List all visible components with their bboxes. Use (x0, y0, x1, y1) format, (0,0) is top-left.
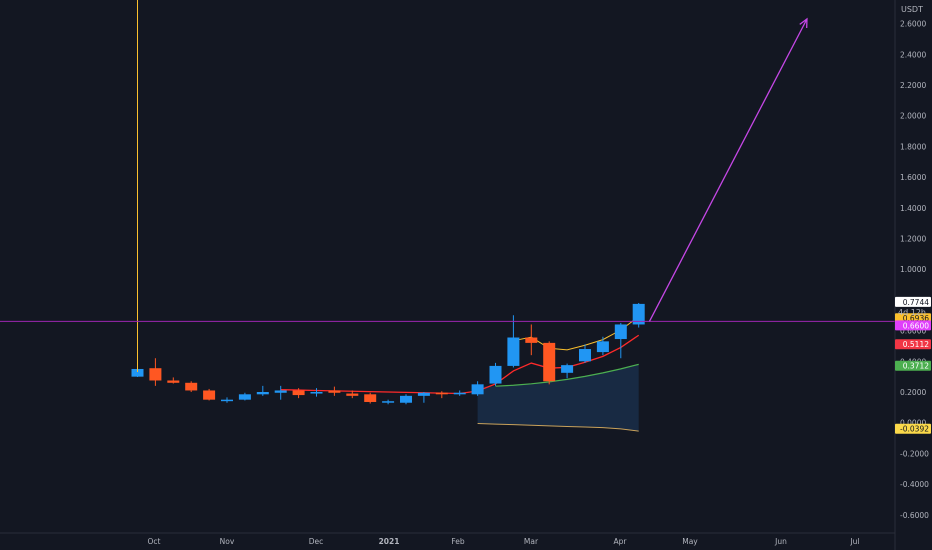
price-tick-label: 1.4000 (900, 204, 926, 213)
candle-body[interactable] (453, 392, 466, 395)
price-tick-label: 0.2000 (900, 388, 926, 397)
candle-body[interactable] (131, 368, 144, 377)
time-tick-label: Oct (148, 537, 161, 546)
time-tick-label: Jul (849, 537, 859, 546)
price-tick-label: 1.6000 (900, 173, 926, 182)
candle-body[interactable] (292, 390, 305, 396)
price-tag-text: 0.3712 (903, 362, 929, 371)
price-tick-label: 1.0000 (900, 265, 926, 274)
candle-body[interactable] (149, 368, 162, 381)
candle-body[interactable] (238, 394, 251, 400)
band-fill (477, 364, 639, 432)
candle-body[interactable] (364, 394, 377, 402)
candle-body[interactable] (579, 349, 591, 362)
trend-arrow-line[interactable] (648, 18, 808, 322)
band-upper-line (495, 363, 639, 387)
trend-arrow-head[interactable] (799, 17, 808, 29)
price-tag-text: 0.7744 (903, 298, 929, 307)
candle-body[interactable] (632, 303, 645, 325)
currency-label: USDT (901, 5, 923, 14)
price-tag-text: -0.0392 (900, 425, 929, 434)
candle-body[interactable] (310, 392, 323, 394)
candle-body[interactable] (185, 382, 198, 391)
candle-body[interactable] (346, 393, 359, 396)
candle-body[interactable] (417, 392, 430, 396)
band-lower-line (477, 422, 639, 432)
price-tick-label: -0.6000 (900, 511, 929, 520)
price-tag-box (895, 423, 931, 434)
candlestick-series (131, 302, 645, 405)
time-tick-label: Nov (220, 537, 235, 546)
price-tick-label: 1.8000 (900, 142, 926, 151)
price-tag-text: 0.6600 (903, 321, 929, 330)
candle-body[interactable] (614, 324, 627, 340)
price-tick-label: 0.0000 (900, 419, 926, 428)
price-tag-text: 0.5112 (903, 340, 929, 349)
candle-body[interactable] (489, 365, 502, 384)
indicator-band (477, 363, 639, 432)
candle-body[interactable] (507, 337, 520, 366)
price-tick-label: 2.2000 (900, 81, 926, 90)
candle-body[interactable] (596, 341, 609, 353)
price-tick-label: -0.4000 (900, 480, 929, 489)
candle-body[interactable] (167, 380, 180, 383)
price-tick-label: -0.2000 (900, 449, 929, 458)
price-tick-label: 2.4000 (900, 50, 926, 59)
time-tick-label: Jun (774, 537, 787, 546)
price-tick-label: 1.2000 (900, 235, 926, 244)
time-tick-label: 2021 (379, 537, 400, 546)
candle-body[interactable] (382, 401, 395, 403)
candle-body[interactable] (561, 365, 574, 373)
candle-body[interactable] (525, 337, 538, 343)
countdown-label: 4d 12h (898, 308, 926, 317)
drawing-layer[interactable] (0, 0, 895, 373)
candle-body[interactable] (221, 399, 233, 402)
price-tag-box (895, 339, 931, 350)
candle-body[interactable] (543, 342, 556, 382)
time-tick-label: Apr (614, 537, 628, 546)
price-tick-label: 0.6000 (900, 327, 926, 336)
candle-body[interactable] (471, 384, 484, 395)
candle-body[interactable] (274, 390, 287, 393)
candle-body[interactable] (400, 395, 412, 403)
time-tick-label: Dec (309, 537, 324, 546)
price-tick-label: 2.6000 (900, 20, 926, 29)
price-tag-box (895, 360, 931, 371)
price-tag-box (895, 296, 931, 307)
price-tag-text: 0.6936 (903, 314, 929, 323)
time-tick-label: Mar (524, 537, 539, 546)
time-axis[interactable]: Oct Nov Dec 2021 Feb Mar Apr May Jun Jul (148, 537, 860, 546)
candle-body[interactable] (435, 392, 448, 395)
price-tag-box (895, 320, 931, 331)
price-tick-label: 2.0000 (900, 112, 926, 121)
candle-body[interactable] (328, 390, 341, 393)
candle-body[interactable] (203, 390, 216, 400)
candle-body[interactable] (256, 392, 269, 395)
time-tick-label: May (682, 537, 698, 546)
time-tick-label: Feb (451, 537, 465, 546)
